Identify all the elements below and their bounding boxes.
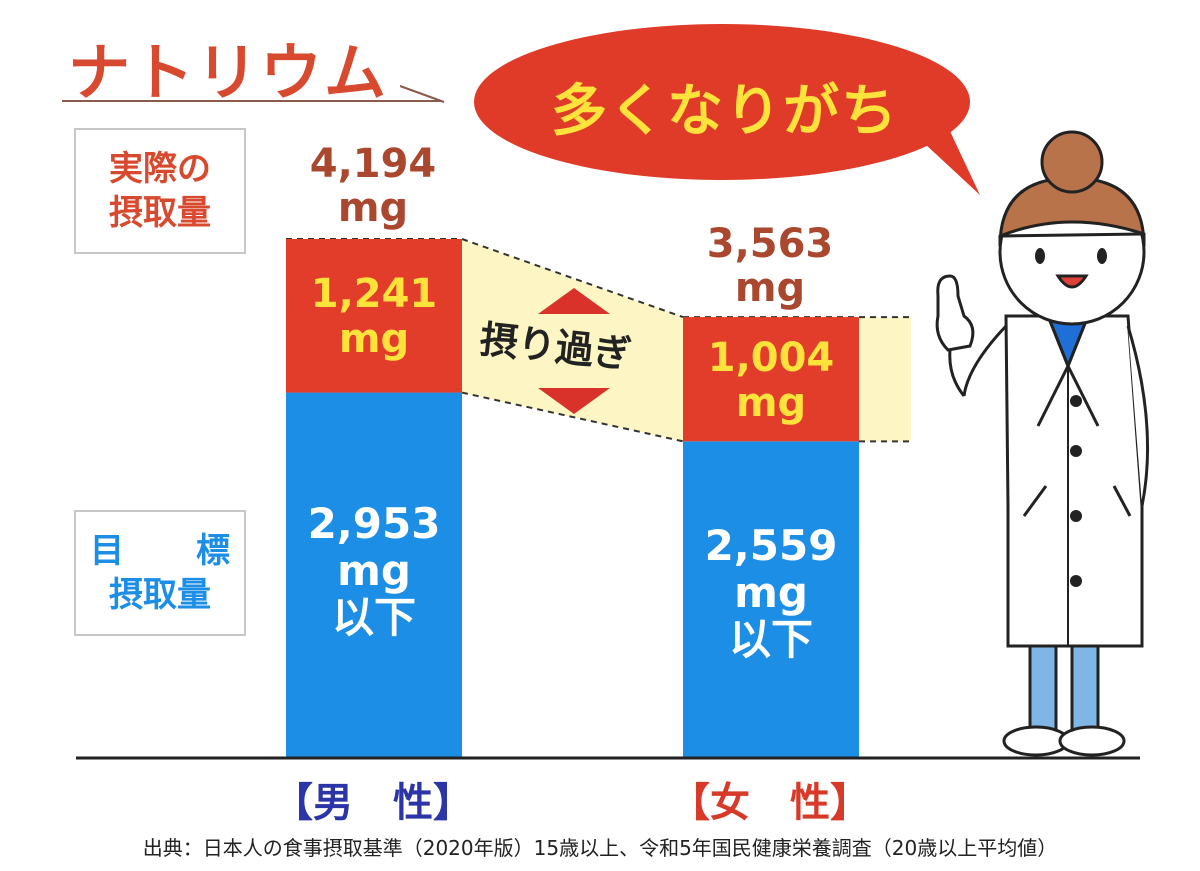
band-bottom-dash [461,391,684,443]
male-excess-value: 1,241 [310,271,438,317]
speech-bubble-text: 多くなりがち [551,79,899,144]
title-underline-tail [400,85,445,103]
male-total-label: 4,194 mg [243,142,503,230]
target-intake-label-char1: 目 [90,530,124,571]
overeat-arrows [538,288,610,414]
target-intake-label-char2: 標 [196,530,230,571]
female-excess-bar [683,317,859,442]
female-target-unit: mg [734,568,808,618]
female-excess-label: 1,004 mg [683,336,859,426]
female-total-value: 3,563 [706,221,834,267]
source-note: 出典：日本人の食事摂取基準（2020年版）15歳以上、令和5年国民健康栄養調査（… [142,836,1058,860]
female-target-suffix: 以下 [728,615,813,665]
male-total-unit: mg [337,185,409,231]
title-underline [62,100,442,102]
chart-title: ナトリウム [68,36,389,109]
male-excess-unit: mg [338,315,410,362]
male-category-label: 【男 性】 [273,780,473,826]
male-excess-bar [286,239,462,393]
down-arrow-icon [538,388,610,414]
up-arrow-icon [538,288,610,314]
female-total-label: 3,563 mg [640,222,900,310]
speech-bubble [474,24,980,195]
target-intake-label-line2: 摂取量 [109,575,211,615]
female-target-bar [683,441,859,758]
overeat-band [462,239,683,442]
male-target-suffix: 以下 [331,593,416,643]
raised-finger-icon [935,274,975,352]
actual-intake-label: 実際の 摂取量 [74,128,246,254]
male-excess-label: 1,241 mg [286,272,462,362]
male-target-value: 2,953 [307,499,441,548]
female-total-unit: mg [734,265,806,311]
female-excess-value: 1,004 [707,335,835,381]
actual-intake-label-line1: 実際の [109,148,211,189]
target-intake-label: 目 標 摂取量 [74,510,246,636]
male-target-unit: mg [337,546,411,596]
actual-intake-label-line2: 摂取量 [109,193,211,233]
nurse-illustration [935,130,1150,757]
male-target-label: 2,953 mg 以下 [286,500,462,641]
male-target-bar [286,392,462,758]
male-total-value: 4,194 [309,141,437,187]
female-target-label: 2,559 mg 以下 [683,522,859,663]
female-excess-unit: mg [735,379,807,426]
female-category-label: 【女 性】 [670,780,870,826]
overeat-band-extension [859,317,911,442]
female-target-value: 2,559 [704,521,838,570]
